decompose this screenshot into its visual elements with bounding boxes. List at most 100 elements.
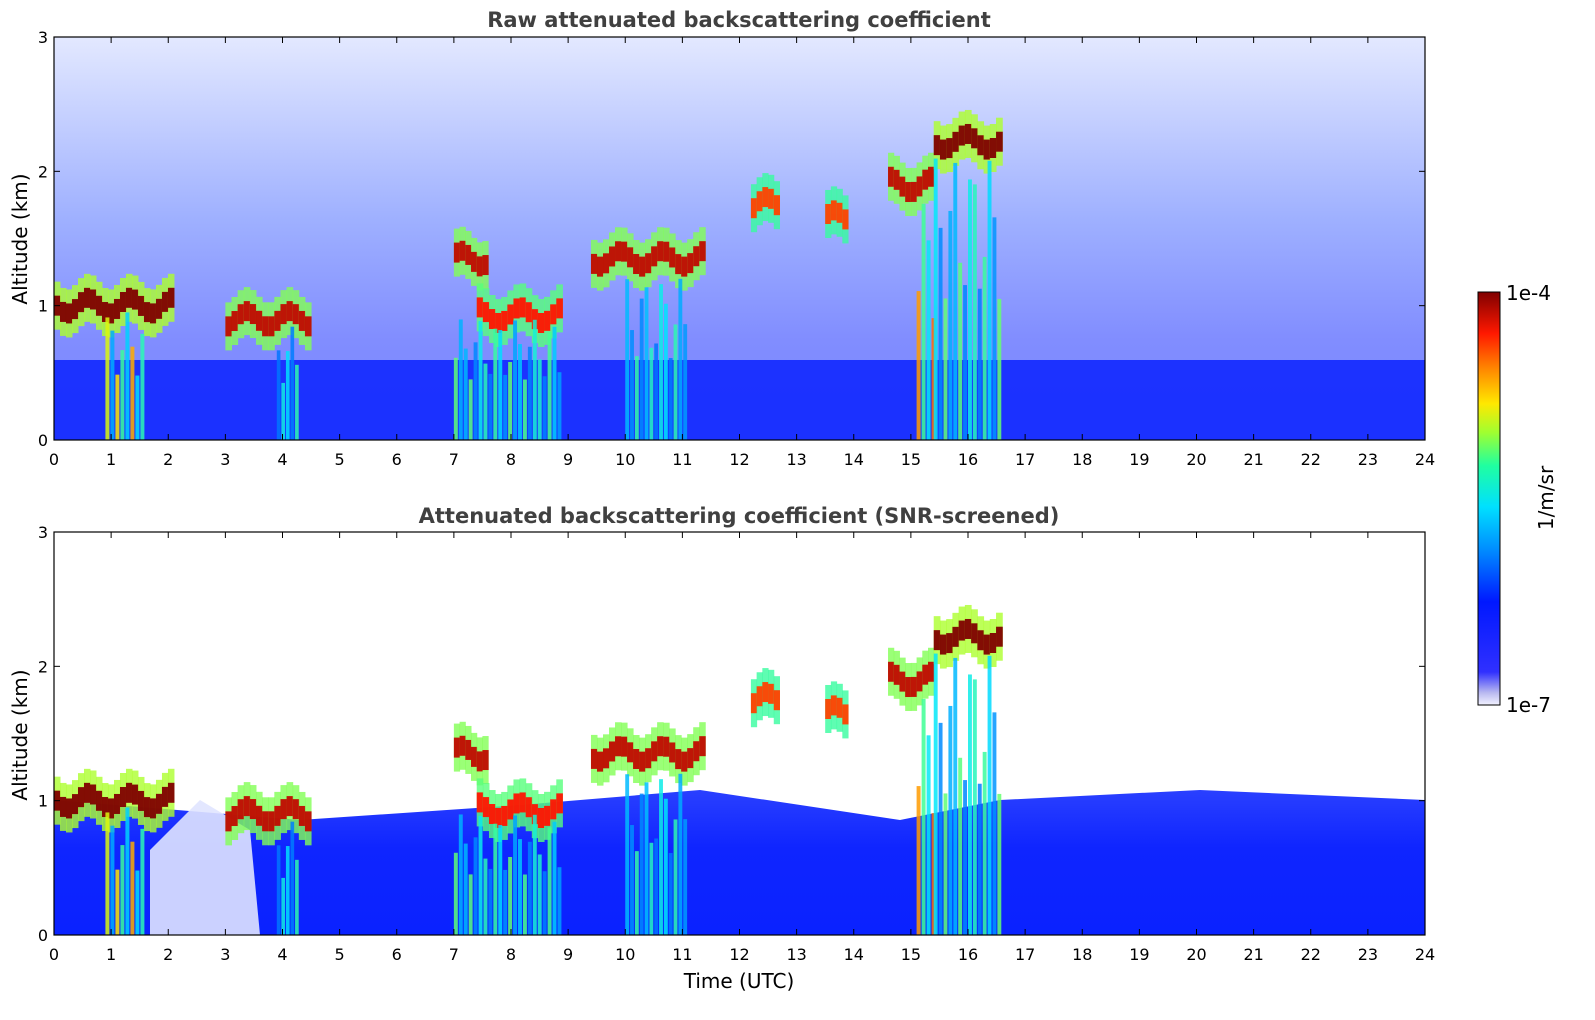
heatmap-layer-core <box>762 682 769 703</box>
heatmap-layer-core <box>149 798 157 819</box>
heatmap-layer-core <box>983 139 991 160</box>
heatmap-layer-core <box>495 312 502 333</box>
heatmap-column <box>125 807 130 935</box>
y-tick-label: 1 <box>38 297 48 316</box>
heatmap-layer-core <box>946 138 953 159</box>
heatmap-column <box>537 359 542 440</box>
heatmap-layer-core <box>71 299 79 320</box>
heatmap-layer-core <box>304 316 312 337</box>
heatmap-column <box>634 356 639 440</box>
x-tick-label: 3 <box>220 945 230 964</box>
heatmap-layer-core <box>95 295 103 316</box>
heatmap-layer-core <box>681 256 688 277</box>
heatmap-layer-core <box>531 804 539 825</box>
heatmap-layer-core <box>137 295 145 316</box>
heatmap-layer-core <box>657 241 664 262</box>
heatmap-layer-core <box>107 303 115 324</box>
heatmap-layer-core <box>101 797 109 818</box>
heatmap-column <box>493 328 498 440</box>
heatmap-layer-core <box>633 749 640 770</box>
heatmap-layer-core <box>131 289 139 310</box>
heatmap-layer-core <box>928 166 935 187</box>
heatmap-column <box>992 712 997 935</box>
x-tick-label: 5 <box>335 450 345 469</box>
heatmap-layer-core <box>237 799 245 820</box>
heatmap-column <box>958 757 963 935</box>
heatmap-column <box>125 312 130 440</box>
heatmap-column <box>654 838 659 935</box>
heatmap-column <box>926 240 931 440</box>
heatmap-column <box>518 344 522 440</box>
heatmap-layer-core <box>946 633 953 654</box>
heatmap-column <box>987 160 992 440</box>
heatmap-layer-core <box>465 739 472 760</box>
x-tick-label: 23 <box>1358 450 1378 469</box>
y-tick-label: 3 <box>38 28 48 47</box>
heatmap-layer-core <box>488 309 496 330</box>
heatmap-layer-core <box>627 247 634 268</box>
heatmap-column <box>673 324 678 440</box>
heatmap-layer-core <box>621 241 628 262</box>
heatmap-column <box>532 319 537 440</box>
heatmap-layer-core <box>556 793 563 814</box>
heatmap-column <box>663 303 668 440</box>
x-tick-label: 24 <box>1415 450 1435 469</box>
heatmap-layer-core <box>459 735 466 756</box>
heatmap-layer-core <box>501 310 508 331</box>
heatmap-layer-core <box>933 630 941 651</box>
heatmap-layer-core <box>513 298 521 319</box>
heatmap-column <box>115 374 120 440</box>
heatmap-column <box>963 285 968 440</box>
heatmap-layer-core <box>916 176 923 197</box>
heatmap-layer-core <box>161 291 169 312</box>
heatmap-layer-core <box>262 316 269 337</box>
heatmap-column <box>931 318 936 440</box>
heatmap-layer-core <box>750 693 758 714</box>
x-tick-label: 17 <box>1015 450 1035 469</box>
heatmap-column <box>943 793 948 935</box>
screened-backscatter-panel: Attenuated backscattering coefficient (S… <box>8 504 1435 993</box>
heatmap-column <box>290 326 295 440</box>
heatmap-layer-core <box>544 805 551 826</box>
heatmap-layer-core <box>922 664 929 685</box>
heatmap-layer-core <box>262 811 269 832</box>
heatmap-column <box>290 821 295 935</box>
heatmap-layer-core <box>645 748 652 769</box>
heatmap-column <box>473 837 478 935</box>
heatmap-column <box>552 821 557 935</box>
heatmap-column <box>513 815 518 935</box>
heatmap-layer-core <box>699 241 706 262</box>
y-axis: 0 1 2 3 <box>38 28 1425 450</box>
heatmap-layer-core <box>830 695 838 716</box>
heatmap-layer-core <box>519 297 527 318</box>
heatmap-layer-core <box>768 683 775 704</box>
heatmap-layer-core <box>101 302 109 323</box>
heatmap-layer-core <box>958 620 966 641</box>
heatmap-layer-core <box>304 811 312 832</box>
x-tick-label: 22 <box>1301 945 1321 964</box>
x-tick-label: 14 <box>844 945 864 964</box>
heatmap-column <box>281 382 286 440</box>
heatmap-layer-core <box>603 748 610 769</box>
heatmap-layer-core <box>119 292 127 313</box>
colorbar-unit-label: 1/m/sr <box>1534 465 1558 530</box>
heatmap-layer-core <box>590 748 598 769</box>
colorbar-min-label: 1e-7 <box>1506 693 1551 717</box>
heatmap-layer-core <box>964 123 972 144</box>
heatmap-column <box>557 372 562 440</box>
heatmap-column <box>527 841 532 935</box>
heatmap-layer-core <box>459 240 466 261</box>
x-tick-label: 3 <box>220 450 230 469</box>
heatmap-column <box>135 375 140 440</box>
heatmap-layer-core <box>669 742 676 763</box>
heatmap-layer-core <box>482 255 489 276</box>
heatmap-column <box>639 298 644 440</box>
heatmap-layer-core <box>645 253 652 274</box>
heatmap-column <box>644 287 649 440</box>
heatmap-layer-core <box>274 805 281 826</box>
heatmap-layer-core <box>989 633 997 654</box>
heatmap-layer-core <box>149 303 157 324</box>
heatmap-column <box>977 783 982 935</box>
heatmap-layer-core <box>286 796 294 817</box>
heatmap-column <box>498 330 503 440</box>
